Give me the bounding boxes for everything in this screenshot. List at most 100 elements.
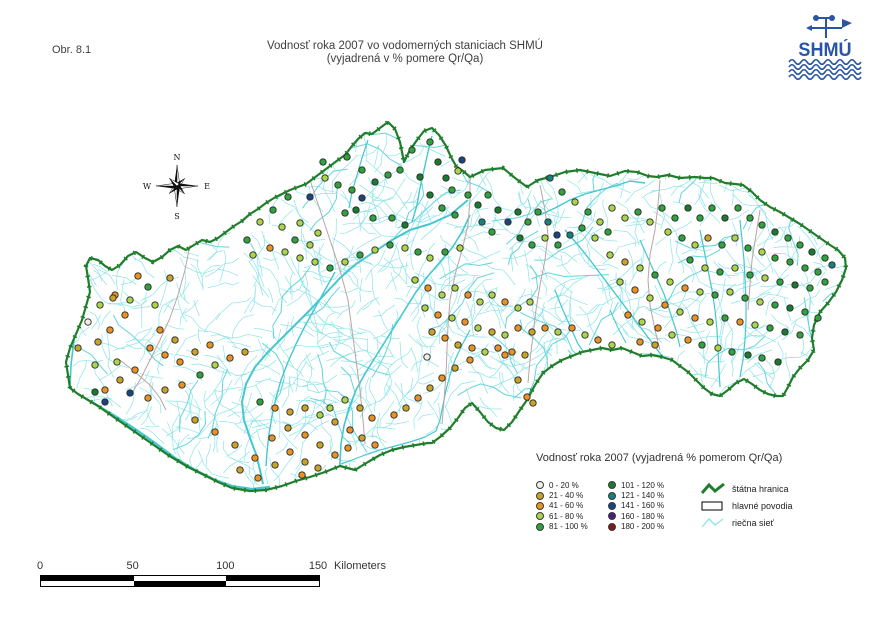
station-dot	[526, 298, 534, 306]
station-dot	[761, 274, 769, 282]
station-dot	[178, 381, 186, 389]
station-dot	[441, 248, 449, 256]
shmu-logo: SHMÚ	[786, 10, 864, 81]
station-dot	[96, 301, 104, 309]
station-dot	[156, 326, 164, 334]
legend-class-label: 180 - 200 %	[621, 522, 665, 532]
station-dot	[796, 331, 804, 339]
station-dot	[508, 348, 516, 356]
station-dot	[161, 386, 169, 394]
station-dot	[578, 224, 586, 232]
station-dot	[151, 301, 159, 309]
station-dot	[488, 328, 496, 336]
station-dot	[191, 416, 199, 424]
station-dot	[606, 251, 614, 259]
station-dot	[454, 167, 462, 175]
station-dot	[756, 298, 764, 306]
legend-class-label: 41 - 60 %	[549, 501, 584, 511]
station-dot	[714, 344, 722, 352]
station-dot	[634, 208, 642, 216]
legend-class-dot	[536, 501, 544, 510]
station-dot	[358, 194, 366, 202]
station-dot	[456, 244, 464, 252]
station-dot	[306, 193, 314, 201]
station-dot	[451, 284, 459, 292]
station-dot	[481, 348, 489, 356]
station-dot	[206, 341, 214, 349]
state-border-line	[63, 119, 849, 494]
station-dot	[109, 294, 117, 302]
station-dot	[94, 338, 102, 346]
station-dot	[771, 228, 779, 236]
legend-class-row: 121 - 140 %	[608, 490, 692, 500]
compass-letter: E	[204, 182, 210, 191]
station-dot	[608, 204, 616, 212]
station-dot	[781, 328, 789, 336]
station-dot	[461, 318, 469, 326]
station-dot	[774, 358, 782, 366]
legend-class-row: 81 - 100 %	[536, 522, 608, 532]
title-line-1: Vodnosť roka 2007 vo vodomerných stanici…	[267, 40, 543, 52]
station-dot	[426, 138, 434, 146]
station-dot	[681, 284, 689, 292]
station-dot	[390, 411, 398, 419]
station-dot	[584, 208, 592, 216]
station-dot	[356, 404, 364, 412]
station-dot	[411, 276, 419, 284]
station-dot	[476, 298, 484, 306]
station-dot	[821, 254, 829, 262]
station-dot	[116, 376, 124, 384]
legend-class-dot	[536, 481, 544, 490]
station-dot	[726, 288, 734, 296]
station-dot	[146, 344, 154, 352]
station-dot	[368, 414, 376, 422]
station-dot	[341, 396, 349, 404]
station-dot	[523, 393, 531, 401]
station-dot	[396, 166, 404, 174]
station-dot	[791, 281, 799, 289]
legend-class-row: 0 - 20 %	[536, 480, 608, 490]
legend-line-row: hlavné povodia	[700, 497, 850, 514]
legend-class-label: 61 - 80 %	[549, 511, 584, 521]
station-dot	[474, 201, 482, 209]
station-dot	[176, 358, 184, 366]
station-dot	[604, 228, 612, 236]
station-dot	[501, 298, 509, 306]
station-dot	[651, 271, 659, 279]
station-dot	[316, 441, 324, 449]
legend-line-label: riečna sieť	[732, 517, 774, 528]
station-dot	[658, 204, 666, 212]
station-dots	[74, 138, 836, 482]
station-dot	[731, 264, 739, 272]
station-dot	[251, 454, 259, 462]
station-dot	[426, 191, 434, 199]
legend-class-label: 81 - 100 %	[549, 522, 588, 532]
station-dot	[671, 214, 679, 222]
legend-line-row: štátna hranica	[700, 480, 850, 497]
station-dot	[661, 301, 669, 309]
station-dot	[401, 244, 409, 252]
station-dot	[814, 268, 822, 276]
compass-letter: N	[174, 153, 181, 162]
legend-column-1: 0 - 20 % 21 - 40 % 41 - 60 % 61 - 80 % 81 - …	[536, 480, 608, 532]
legend-class-label: 21 - 40 %	[549, 491, 584, 501]
river-network-symbol	[701, 517, 724, 527]
station-dot	[624, 311, 632, 319]
station-dot	[474, 324, 482, 332]
station-dot	[814, 314, 822, 322]
station-dot	[271, 461, 279, 469]
station-dot	[581, 331, 589, 339]
legend-line-label: štátna hranica	[732, 483, 789, 494]
station-dot	[558, 188, 566, 196]
station-dot	[758, 221, 766, 229]
station-dot	[424, 284, 432, 292]
waves-icon	[788, 58, 862, 81]
station-dot	[438, 204, 446, 212]
station-dot	[514, 324, 522, 332]
station-dot	[684, 336, 692, 344]
station-dot	[306, 241, 314, 249]
map-legend: Vodnosť roka 2007 (vyjadrená % pomerom Q…	[536, 452, 862, 532]
station-dot	[786, 258, 794, 266]
station-dot	[286, 448, 294, 456]
main-basins-symbol	[701, 501, 723, 510]
